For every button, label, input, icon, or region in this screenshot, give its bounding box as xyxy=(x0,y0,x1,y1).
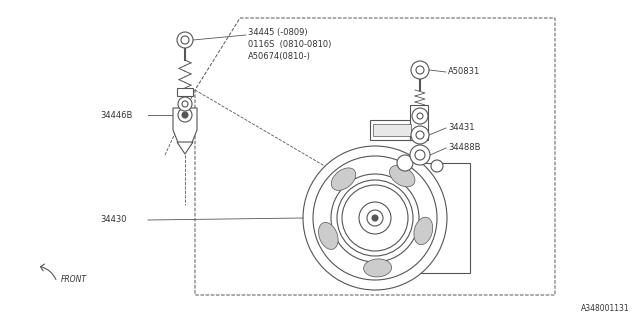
Circle shape xyxy=(411,61,429,79)
Text: 34431: 34431 xyxy=(448,124,474,132)
Text: A348001131: A348001131 xyxy=(581,304,630,313)
Circle shape xyxy=(415,150,425,160)
Text: 34430: 34430 xyxy=(100,215,127,225)
Circle shape xyxy=(372,215,378,221)
Ellipse shape xyxy=(364,259,392,277)
Circle shape xyxy=(411,126,429,144)
Circle shape xyxy=(416,131,424,139)
Ellipse shape xyxy=(319,222,338,249)
Bar xyxy=(410,105,428,140)
Circle shape xyxy=(359,202,391,234)
Ellipse shape xyxy=(332,168,356,190)
Circle shape xyxy=(337,180,413,256)
Text: A50674(0810-): A50674(0810-) xyxy=(248,52,311,61)
Circle shape xyxy=(410,145,430,165)
Circle shape xyxy=(182,101,188,107)
Circle shape xyxy=(181,36,189,44)
Circle shape xyxy=(417,113,423,119)
Polygon shape xyxy=(177,142,193,154)
Circle shape xyxy=(177,32,193,48)
Circle shape xyxy=(303,146,447,290)
Circle shape xyxy=(313,156,437,280)
Bar xyxy=(373,124,411,136)
Circle shape xyxy=(178,97,192,111)
Circle shape xyxy=(182,112,188,118)
Circle shape xyxy=(412,108,428,124)
Circle shape xyxy=(178,108,192,122)
Text: 0116S  (0810-0810): 0116S (0810-0810) xyxy=(248,40,332,49)
Bar xyxy=(405,163,470,273)
Circle shape xyxy=(431,160,443,172)
Circle shape xyxy=(367,210,383,226)
Text: 34446B: 34446B xyxy=(100,110,132,119)
Ellipse shape xyxy=(390,165,415,187)
Polygon shape xyxy=(173,108,197,145)
Circle shape xyxy=(397,155,413,171)
Text: FRONT: FRONT xyxy=(61,276,87,284)
Bar xyxy=(370,120,420,140)
Text: A50831: A50831 xyxy=(448,68,480,76)
Circle shape xyxy=(416,66,424,74)
Bar xyxy=(177,88,193,96)
Text: 34488B: 34488B xyxy=(448,143,481,153)
Text: 34445 (-0809): 34445 (-0809) xyxy=(248,28,308,37)
Circle shape xyxy=(331,174,419,262)
Ellipse shape xyxy=(414,217,433,245)
Circle shape xyxy=(181,100,189,108)
Circle shape xyxy=(342,185,408,251)
